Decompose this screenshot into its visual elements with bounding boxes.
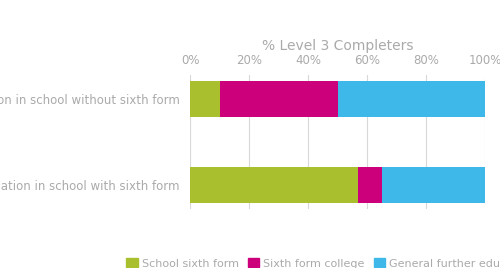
Bar [190,167,358,203]
Legend: School sixth form, Sixth form college, General further education college: School sixth form, Sixth form college, G… [122,254,500,268]
Bar [190,81,220,117]
Bar [338,81,485,117]
Title: % Level 3 Completers: % Level 3 Completers [262,39,413,53]
Bar [358,167,382,203]
Bar [382,167,485,203]
Bar [220,81,338,117]
